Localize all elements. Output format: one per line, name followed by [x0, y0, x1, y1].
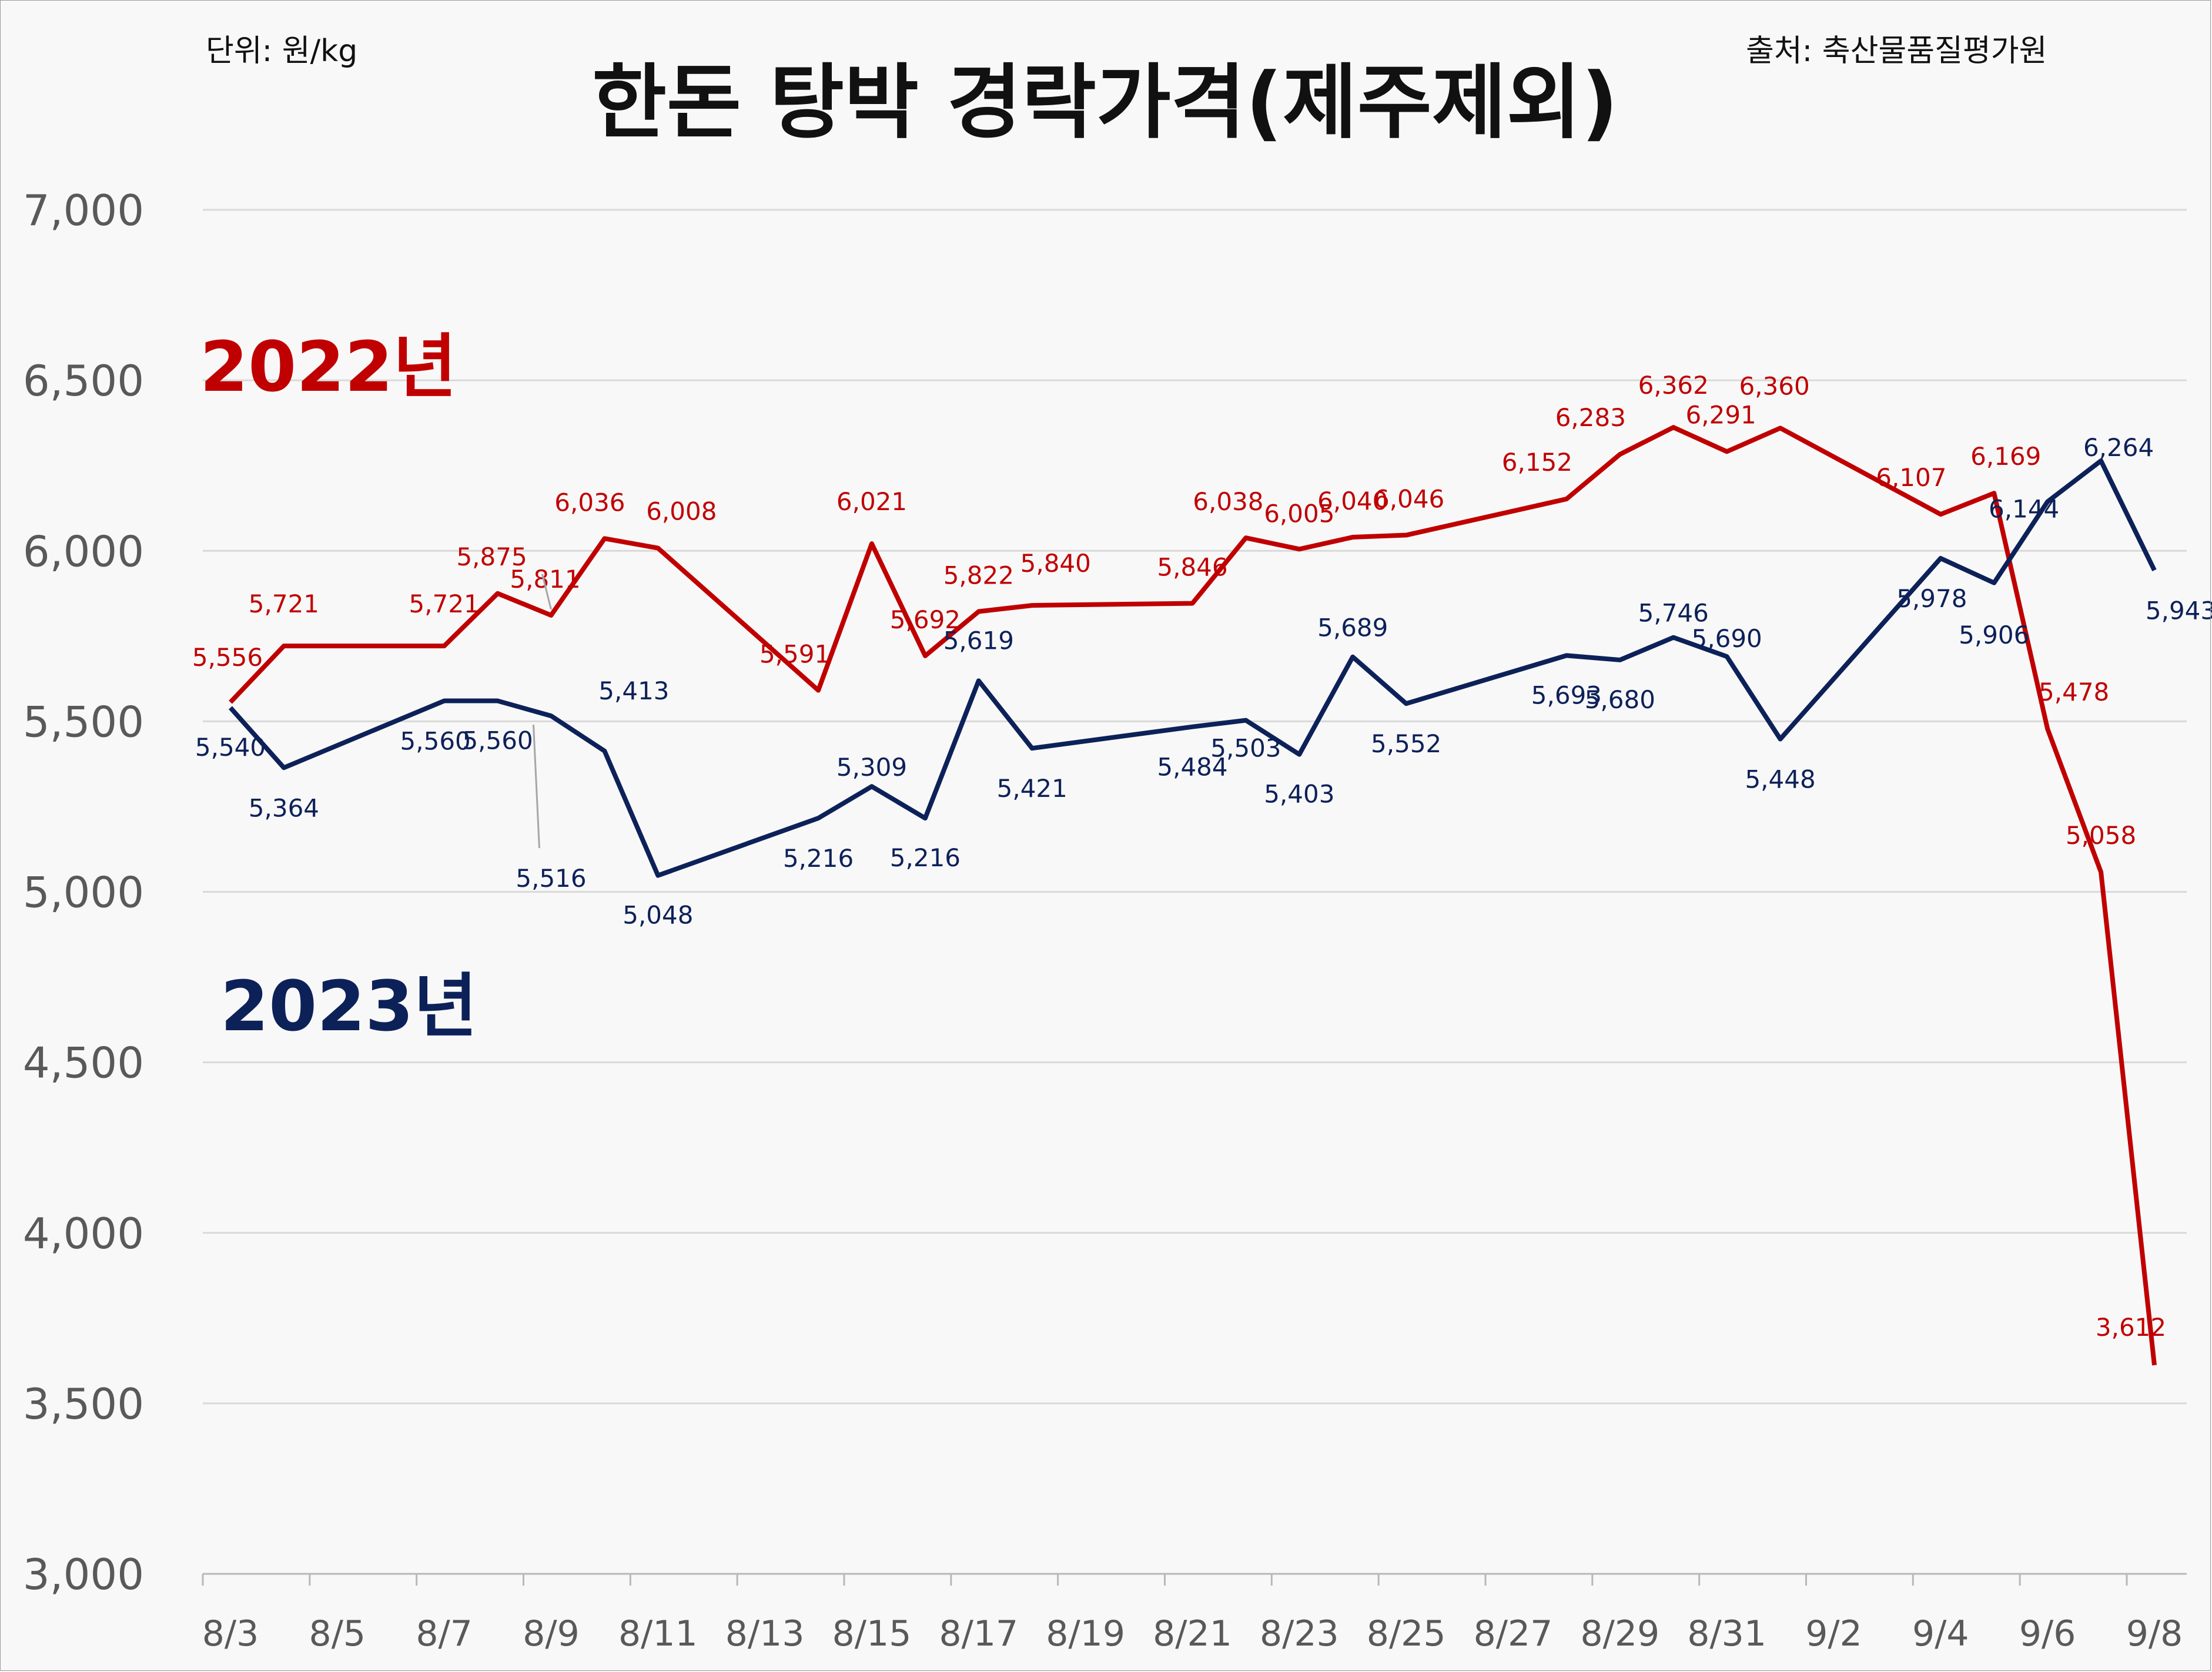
series-2022-data-label: 6,283 — [1555, 403, 1626, 432]
legend-2023-label: 2023년 — [220, 966, 477, 1047]
series-2022-data-label: 6,046 — [1374, 485, 1444, 514]
series-2023-data-label: 5,689 — [1317, 614, 1388, 642]
series-2022-data-label: 6,036 — [554, 488, 625, 517]
y-tick-label: 4,000 — [23, 1209, 144, 1258]
series-2023-data-label: 5,560 — [462, 726, 533, 755]
series-2022-data-label: 5,556 — [192, 643, 263, 672]
series-2023-data-label: 5,413 — [598, 676, 669, 705]
series-2023-line — [229, 458, 2157, 878]
series-2022-data-label: 5,692 — [890, 605, 961, 634]
series-2022-data-label: 5,478 — [2039, 678, 2109, 706]
series-2023-data-label: 5,943 — [2146, 596, 2212, 625]
series-2023-data-label: 5,552 — [1371, 729, 1441, 758]
x-tick-label: 8/11 — [618, 1613, 698, 1654]
series-2022-data-label: 6,040 — [1317, 487, 1388, 515]
series-2022-data-label: 3,612 — [2096, 1313, 2166, 1342]
series-2023-data-label: 5,693 — [1531, 681, 1602, 709]
x-tick-label: 9/4 — [1912, 1613, 1969, 1654]
series-2023-data-label: 5,484 — [1157, 753, 1227, 782]
series-2022-data-label: 5,822 — [943, 561, 1014, 590]
series-2023-data-label: 5,448 — [1745, 765, 1815, 794]
y-tick-label: 5,500 — [23, 697, 144, 746]
series-2022-line — [229, 425, 2157, 1366]
series-2023-data-label: 5,619 — [943, 626, 1014, 655]
series-2023-data-label: 5,309 — [836, 753, 907, 782]
series-2023-data-label: 5,421 — [997, 774, 1067, 803]
chart-title: 한돈 탕박 경락가격(제주제외) — [592, 55, 1618, 150]
series-2022-data-label: 6,021 — [836, 487, 907, 516]
series-2022-data-label: 6,005 — [1264, 499, 1334, 528]
series-2023-data-label: 5,746 — [1638, 599, 1709, 628]
series-2023-data-label: 5,048 — [623, 901, 693, 930]
series-2023-data-label: 5,690 — [1692, 624, 1762, 653]
y-axis: 3,000 3,500 4,000 4,500 5,000 5,500 6,000 6,500… — [23, 186, 144, 1599]
series-2023-data-label: 5,403 — [1264, 780, 1334, 809]
series-2022-data-label: 5,846 — [1157, 553, 1227, 582]
x-tick-label: 8/27 — [1474, 1613, 1553, 1654]
x-tick-label: 8/5 — [309, 1613, 366, 1654]
series-2022-data-label: 6,291 — [1686, 400, 1756, 429]
series-2023-data-label: 6,144 — [1989, 495, 2059, 524]
label-leader-line — [541, 574, 552, 610]
source-note: 출처: 축산물품질평가원 — [1746, 33, 2047, 69]
series-2023-data-label: 5,516 — [516, 864, 586, 893]
series-2023-data-label: 5,216 — [890, 843, 961, 872]
series-2022-data-label: 6,008 — [646, 497, 717, 526]
series-2022-data-label: 5,721 — [249, 589, 319, 618]
series-2022-data-label: 6,107 — [1876, 463, 1946, 492]
x-tick-label: 8/25 — [1367, 1613, 1446, 1654]
series-2022-data-label: 6,362 — [1638, 371, 1709, 400]
series-2022-data-label: 6,038 — [1193, 487, 1263, 516]
series-2022-data-label: 5,591 — [759, 640, 830, 669]
x-tick-label: 8/21 — [1153, 1613, 1232, 1654]
y-tick-label: 7,000 — [23, 186, 144, 235]
x-tick-label: 8/9 — [523, 1613, 580, 1654]
y-tick-label: 6,500 — [23, 356, 144, 406]
y-tick-label: 6,000 — [23, 527, 144, 576]
x-axis: 8/3 8/5 8/7 8/9 8/11 8/13 8/15 8/17 8/19 8/21 8/23… — [202, 1574, 2183, 1654]
x-tick-label: 8/31 — [1687, 1613, 1766, 1654]
series-2023-data-label: 5,560 — [400, 727, 471, 756]
series-2022-data-label: 5,058 — [2066, 821, 2136, 850]
series-2023-data-label: 5,906 — [1959, 621, 2029, 649]
unit-note: 단위: 원/kg — [206, 33, 357, 69]
series-2022-data-label: 5,875 — [456, 542, 527, 571]
x-tick-label: 9/6 — [2019, 1613, 2076, 1654]
y-tick-label: 3,000 — [23, 1550, 144, 1599]
y-tick-label: 5,000 — [23, 868, 144, 917]
series-2022-data-label: 5,840 — [1020, 549, 1091, 578]
series-2023-data-label: 5,216 — [783, 844, 854, 873]
x-tick-label: 8/13 — [725, 1613, 805, 1654]
legend-2022-label: 2022년 — [200, 326, 457, 407]
x-tick-label: 9/8 — [2126, 1613, 2183, 1654]
x-tick-label: 9/2 — [1805, 1613, 1862, 1654]
series-2022-data-label: 6,360 — [1739, 371, 1809, 400]
series-2023-data-label: 6,264 — [2083, 433, 2154, 462]
x-tick-label: 8/29 — [1580, 1613, 1659, 1654]
label-leader-line — [533, 725, 540, 849]
x-tick-label: 8/3 — [202, 1613, 259, 1654]
x-tick-label: 8/15 — [832, 1613, 912, 1654]
x-tick-label: 8/23 — [1260, 1613, 1339, 1654]
series-2023-data-label: 5,364 — [249, 793, 319, 822]
series-2022-data-label: 6,169 — [1970, 442, 2041, 471]
series-2023-data-label: 5,680 — [1585, 685, 1655, 714]
series-2023-data-label: 5,540 — [195, 733, 266, 762]
series-2023-data-label: 5,978 — [1896, 584, 1967, 613]
x-tick-label: 8/17 — [939, 1613, 1018, 1654]
x-tick-label: 8/7 — [416, 1613, 473, 1654]
series-2023-data-label: 5,503 — [1210, 734, 1281, 763]
x-tick-label: 8/19 — [1046, 1613, 1125, 1654]
gridlines — [203, 209, 2187, 1575]
series-2022-data-label: 6,152 — [1502, 448, 1572, 477]
series-2022-data-label: 5,721 — [409, 589, 480, 618]
y-tick-label: 3,500 — [23, 1379, 144, 1429]
y-tick-label: 4,500 — [23, 1038, 144, 1088]
